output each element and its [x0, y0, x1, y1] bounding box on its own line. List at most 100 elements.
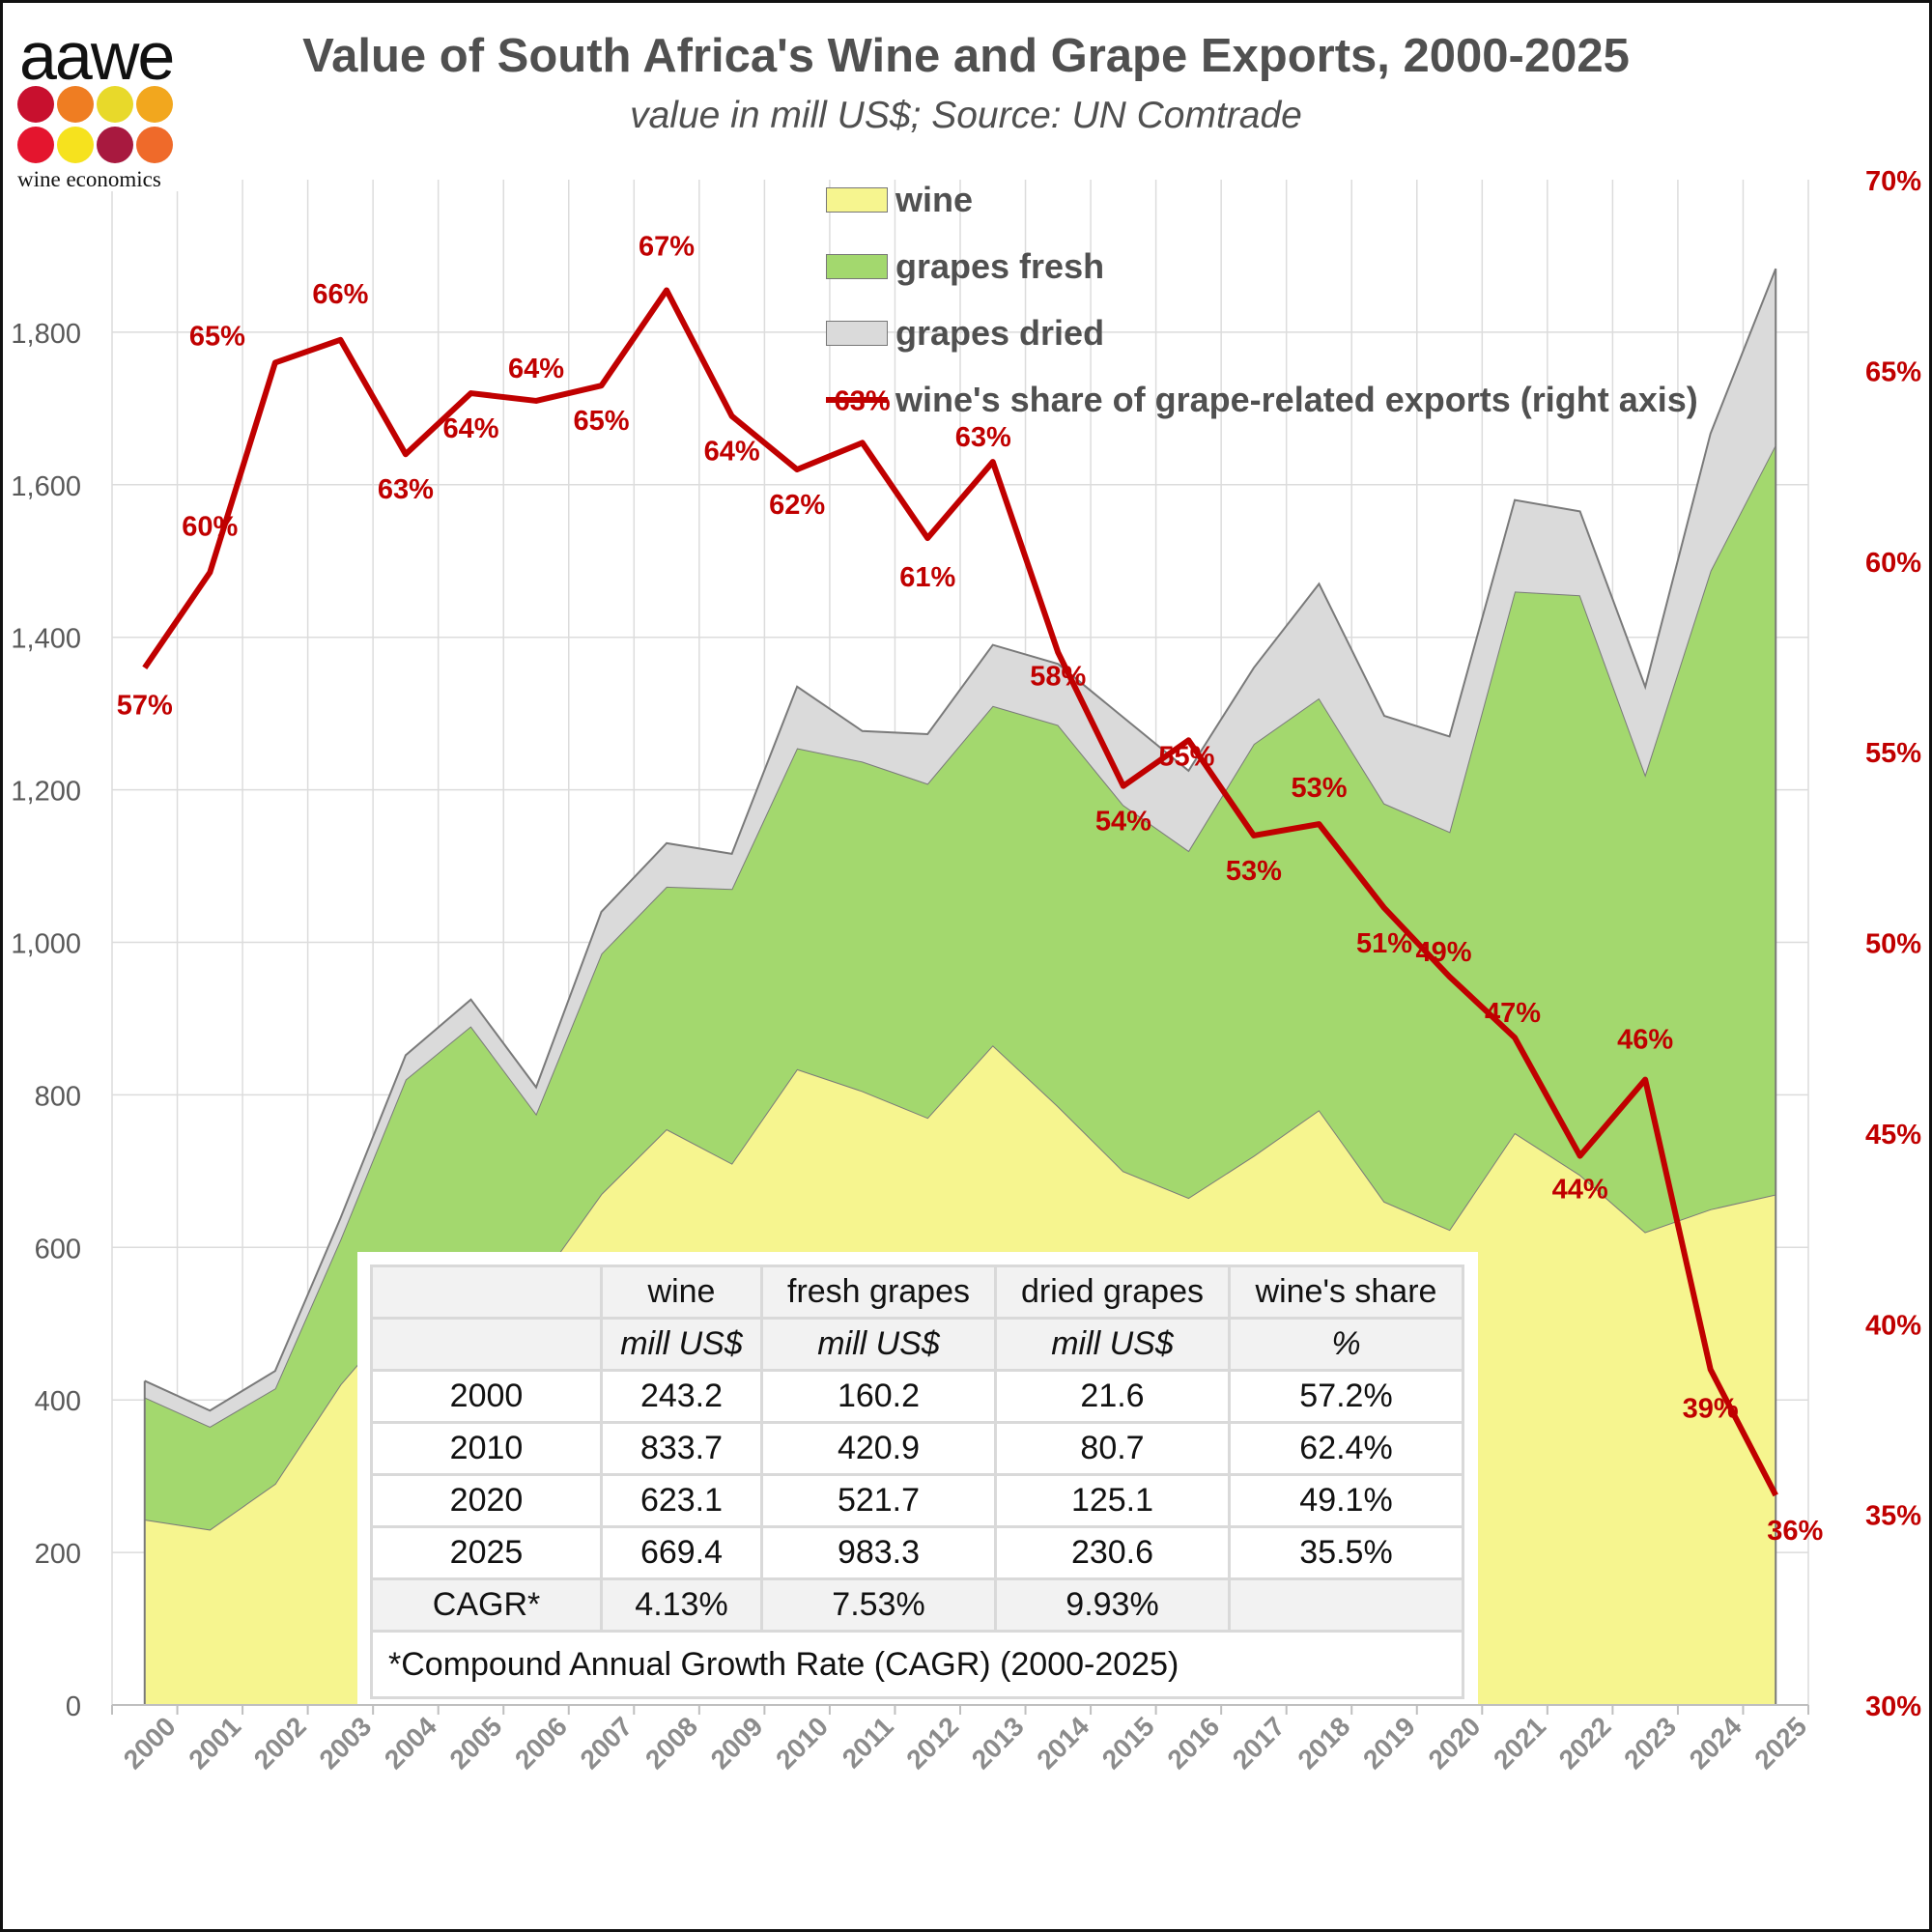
table-header-row: wine fresh grapes dried grapes wine's sh…: [370, 1264, 1464, 1320]
y-right-tick-label: 35%: [1865, 1501, 1921, 1532]
y-left-tick-label: 0: [66, 1691, 81, 1722]
table-cell: 230.6: [994, 1525, 1231, 1580]
legend-label-wine-share: wine's share of grape-related exports (r…: [895, 379, 1698, 419]
table-cell: 125.1: [994, 1473, 1231, 1528]
table-cell: 80.7: [994, 1421, 1231, 1476]
table-cell: 2020: [370, 1473, 603, 1528]
table-row: 2000 243.2 160.2 21.6 57.2%: [370, 1369, 1464, 1424]
y-left-tick-label: 400: [35, 1386, 81, 1417]
logo-dots: [17, 86, 173, 163]
table-cell: 9.93%: [994, 1577, 1231, 1633]
logo-subtitle: wine economics: [17, 167, 161, 191]
share-data-label: 54%: [1095, 807, 1151, 838]
share-data-label: 44%: [1552, 1175, 1608, 1206]
y-left-tick-label: 1,200: [11, 777, 81, 808]
share-data-label: 51%: [1356, 928, 1412, 959]
legend-label-grapes-dried: grapes dried: [895, 312, 1105, 353]
table-cell: 49.1%: [1228, 1473, 1464, 1528]
y-left-tick-label: 1,000: [11, 929, 81, 960]
table-header-cell: dried grapes: [994, 1264, 1231, 1320]
share-data-label: 65%: [574, 406, 630, 437]
logo-dot: [17, 127, 54, 163]
x-tick-label: 2014: [1031, 1711, 1094, 1775]
table-cell: 4.13%: [600, 1577, 763, 1633]
y-right-tick-label: 40%: [1865, 1310, 1921, 1341]
x-tick-label: 2016: [1161, 1711, 1225, 1775]
share-data-label: 63%: [955, 422, 1011, 453]
x-tick-label: 2024: [1684, 1711, 1747, 1775]
aawe-logo: aawe wine economics: [10, 17, 203, 191]
share-data-label: 64%: [442, 413, 498, 444]
x-tick-label: 2010: [770, 1711, 834, 1775]
table-header-cell: [370, 1264, 603, 1320]
share-data-label: 62%: [769, 490, 825, 521]
x-tick-label: 2008: [639, 1711, 703, 1775]
area-grapes-dried: [144, 269, 1776, 1427]
x-tick-label: 2013: [966, 1711, 1030, 1775]
y-right-tick-label: 30%: [1865, 1691, 1921, 1722]
logo-dot: [57, 127, 94, 163]
legend-item-grapes-dried: grapes dried: [826, 299, 1698, 366]
table-cell: 21.6: [994, 1369, 1231, 1424]
table-cell: 669.4: [600, 1525, 763, 1580]
table-cell: 7.53%: [760, 1577, 997, 1633]
table-cell: CAGR*: [370, 1577, 603, 1633]
table-header-cell: wine's share: [1228, 1264, 1464, 1320]
share-data-label: 60%: [182, 512, 238, 543]
share-data-label: 39%: [1683, 1394, 1739, 1425]
share-data-label: 58%: [1030, 661, 1086, 692]
table-cell: 420.9: [760, 1421, 997, 1476]
legend-swatch-wine-share: [826, 396, 888, 403]
y-right-tick-label: 45%: [1865, 1120, 1921, 1151]
table-row: 2025 669.4 983.3 230.6 35.5%: [370, 1525, 1464, 1580]
x-tick-label: 2020: [1423, 1711, 1487, 1775]
share-line-layer: 57% 60% 65% 66% 63% 64% 64% 65% 67% 64% 62% 63% 61% 6…: [117, 231, 1824, 1546]
table-unit-cell: %: [1228, 1317, 1464, 1372]
table-cell: 2000: [370, 1369, 603, 1424]
table-cell: 35.5%: [1228, 1525, 1464, 1580]
y-left-tick-label: 1,800: [11, 319, 81, 350]
legend-label-wine: wine: [895, 179, 974, 219]
table-cell: 983.3: [760, 1525, 997, 1580]
x-tick-label: 2003: [313, 1711, 377, 1775]
share-data-label: 36%: [1767, 1516, 1823, 1547]
share-data-label: 57%: [117, 690, 173, 721]
share-line: [142, 287, 1778, 1497]
y-left-tick-label: 1,400: [11, 624, 81, 655]
table-unit-cell: [370, 1317, 603, 1372]
table-cell: 243.2: [600, 1369, 763, 1424]
chart-subtitle: value in mill US$; Source: UN Comtrade: [630, 95, 1302, 136]
x-tick-label: 2021: [1488, 1711, 1551, 1775]
chart-title: Value of South Africa's Wine and Grape E…: [302, 30, 1630, 82]
summary-table-panel: wine fresh grapes dried grapes wine's sh…: [357, 1252, 1478, 1704]
table-units-row: mill US$ mill US$ mill US$ %: [370, 1317, 1464, 1372]
x-tick-label: 2011: [837, 1711, 899, 1774]
logo-dot: [97, 127, 133, 163]
x-tick-label: 2012: [900, 1711, 964, 1775]
x-tick-label: 2001: [183, 1711, 246, 1775]
table-unit-cell: mill US$: [760, 1317, 997, 1372]
legend-item-wine-share: wine's share of grape-related exports (r…: [826, 366, 1698, 433]
x-tick-label: 2018: [1293, 1711, 1356, 1775]
table-cell: 833.7: [600, 1421, 763, 1476]
share-data-label: 61%: [899, 562, 955, 593]
share-data-label: 63%: [378, 474, 434, 505]
share-data-label: 53%: [1291, 773, 1347, 804]
logo-dot: [136, 127, 173, 163]
share-data-label: 64%: [508, 354, 564, 384]
table-unit-cell: mill US$: [600, 1317, 763, 1372]
legend: wine grapes fresh grapes dried wine's sh…: [826, 166, 1698, 433]
share-data-label: 67%: [639, 231, 695, 262]
y-right-tick-label: 50%: [1865, 929, 1921, 960]
y-right-tick-label: 60%: [1865, 548, 1921, 579]
table-cell: 521.7: [760, 1473, 997, 1528]
x-tick-label: 2019: [1357, 1711, 1421, 1775]
x-tick-label: 2002: [248, 1711, 312, 1775]
table-cell: 623.1: [600, 1473, 763, 1528]
share-data-label: 66%: [312, 279, 368, 310]
y-left-tick-label: 800: [35, 1081, 81, 1112]
table-row: 2020 623.1 521.7 125.1 49.1%: [370, 1473, 1464, 1528]
table-cell: 2010: [370, 1421, 603, 1476]
share-data-label: 53%: [1226, 856, 1282, 887]
y-right-tick-label: 65%: [1865, 356, 1921, 387]
